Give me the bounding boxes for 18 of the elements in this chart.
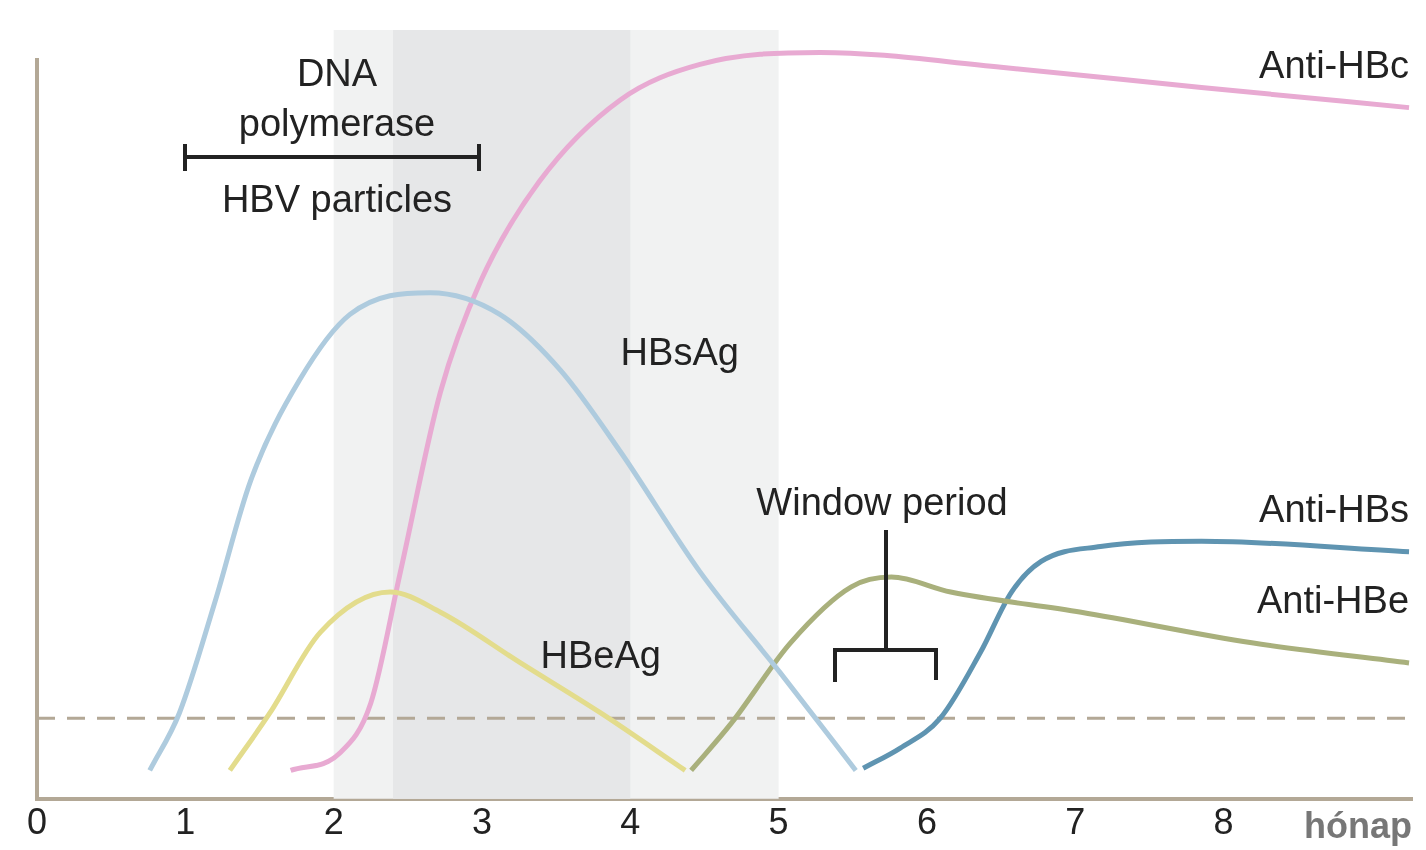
annotation: Window period [756, 481, 1008, 523]
series-label: Anti-HBe [1256, 578, 1410, 621]
series-label: Anti-HBs [1259, 487, 1410, 530]
x-tick-label: 6 [916, 801, 937, 843]
series-label: HBeAg [540, 633, 661, 676]
series-label: HBsAg [620, 331, 739, 374]
x-tick-label: 8 [1213, 801, 1234, 843]
series-label: Anti-HBc [1259, 43, 1410, 86]
x-tick-label: 7 [1065, 801, 1086, 843]
x-tick-label: 1 [175, 801, 196, 843]
x-tick-label: 0 [26, 801, 48, 843]
x-axis-title: hónap [1304, 805, 1412, 846]
x-tick-label: 2 [323, 801, 344, 843]
x-tick-label: 5 [768, 801, 789, 843]
x-tick-label: 3 [471, 801, 492, 843]
annotation: HBV particles [221, 178, 453, 220]
x-tick-label: 4 [620, 801, 641, 843]
annotation: DNA polymerase [238, 52, 436, 144]
